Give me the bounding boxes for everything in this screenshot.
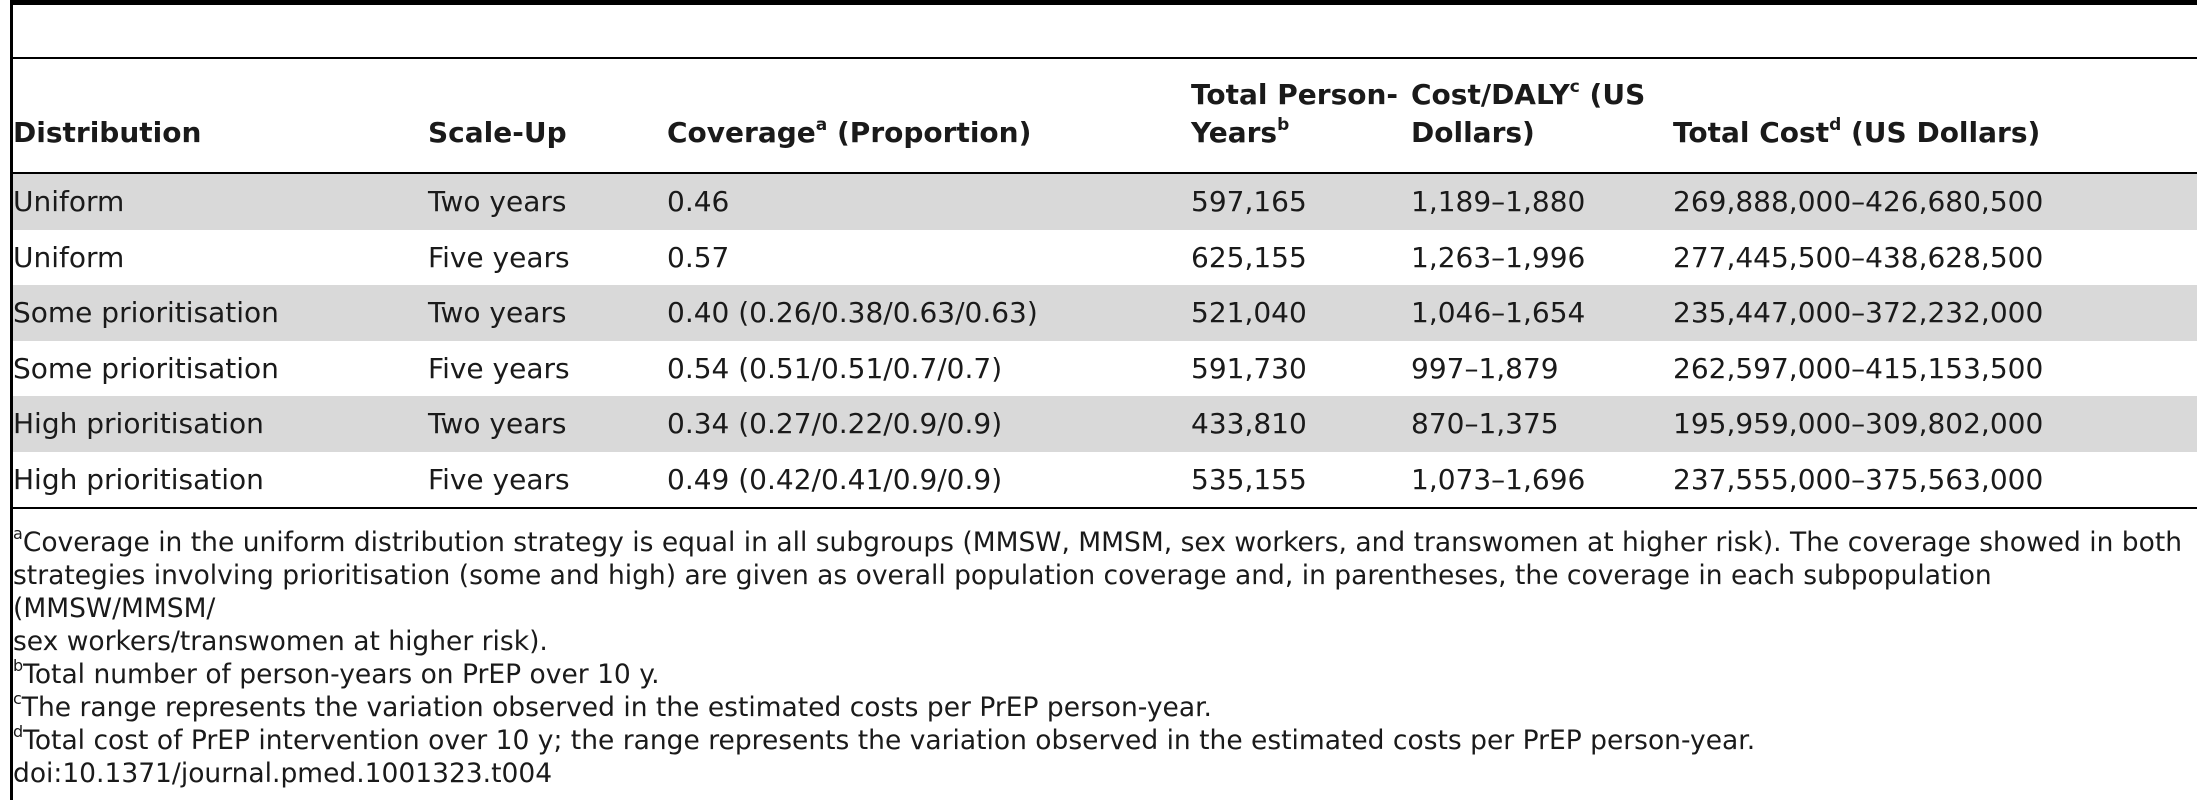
table-row: Uniform Two years 0.46 597,165 1,189–1,8…: [13, 174, 2197, 230]
cell-total-cost: 237,555,000–375,563,000: [1673, 462, 2044, 496]
cell-cost-daly: 1,046–1,654: [1411, 296, 1586, 329]
header-cost-daly-label: Cost/DALY: [1411, 78, 1570, 111]
cell-scale-up: Two years: [428, 185, 567, 218]
footnote-c-marker: c: [13, 689, 22, 709]
cell-distribution: Some prioritisation: [13, 351, 279, 385]
cell-coverage: 0.34 (0.27/0.22/0.9/0.9): [667, 407, 1003, 440]
table-header-row: Distribution Scale-Up Coveragea (Proport…: [13, 59, 2197, 174]
header-person-years-footnote-marker: b: [1277, 114, 1290, 135]
cell-person-years: 591,730: [1191, 351, 1307, 385]
footnote-c: cThe range represents the variation obse…: [13, 691, 2197, 724]
header-person-years-line1: Total Person-: [1191, 78, 1399, 111]
table-row: High prioritisation Two years 0.34 (0.27…: [13, 396, 2197, 452]
cell-cost-daly: 1,073–1,696: [1411, 462, 1586, 496]
cell-total-cost: 277,445,500–438,628,500: [1673, 240, 2044, 274]
cell-cost-daly: 1,263–1,996: [1411, 240, 1586, 274]
cell-person-years: 521,040: [1191, 296, 1307, 329]
cell-scale-up: Two years: [428, 296, 567, 329]
table-bottom-rule: [13, 507, 2197, 509]
header-cost-daly: Cost/DALYc (US Dollars): [1411, 76, 1645, 152]
header-cost-daly-unit-part1: (US: [1579, 78, 1646, 111]
footnote-a: aCoverage in the uniform distribution st…: [13, 526, 2197, 559]
header-distribution: Distribution: [13, 116, 202, 149]
cell-distribution: High prioritisation: [13, 407, 264, 440]
cell-person-years: 625,155: [1191, 240, 1307, 274]
footnote-d-text: Total cost of PrEP intervention over 10 …: [23, 725, 1756, 756]
cell-distribution: Uniform: [13, 240, 125, 274]
cell-cost-daly: 1,189–1,880: [1411, 185, 1586, 218]
cell-distribution: Uniform: [13, 185, 125, 218]
header-total-cost-label: Total Cost: [1673, 116, 1830, 149]
cell-coverage: 0.54 (0.51/0.51/0.7/0.7): [667, 351, 1003, 385]
doi-link[interactable]: doi:10.1371/journal.pmed.1001323.t004: [13, 758, 553, 789]
footnote-a-marker: a: [13, 524, 23, 544]
footnote-d-marker: d: [13, 722, 24, 742]
cell-scale-up: Five years: [428, 240, 570, 274]
cell-total-cost: 235,447,000–372,232,000: [1673, 296, 2044, 329]
table-left-border: [10, 0, 13, 800]
cell-scale-up: Two years: [428, 407, 567, 440]
footnote-b-marker: b: [13, 656, 24, 676]
header-coverage-unit: (Proportion): [827, 116, 1032, 149]
cell-coverage: 0.49 (0.42/0.41/0.9/0.9): [667, 462, 1003, 496]
cell-scale-up: Five years: [428, 462, 570, 496]
table-row: Some prioritisation Five years 0.54 (0.5…: [13, 341, 2197, 397]
footnote-b: bTotal number of person-years on PrEP ov…: [13, 658, 2197, 691]
header-scale-up: Scale-Up: [428, 116, 567, 149]
cell-total-cost: 262,597,000–415,153,500: [1673, 351, 2044, 385]
table-top-rule: [10, 0, 2197, 5]
cell-coverage: 0.46: [667, 185, 730, 218]
table-row: High prioritisation Five years 0.49 (0.4…: [13, 452, 2197, 508]
footnote-d: dTotal cost of PrEP intervention over 10…: [13, 724, 2197, 757]
footnote-a-continued: strategies involving prioritisation (som…: [13, 560, 1992, 624]
cell-cost-daly: 870–1,375: [1411, 407, 1559, 440]
cell-total-cost: 195,959,000–309,802,000: [1673, 407, 2044, 440]
header-coverage: Coveragea (Proportion): [667, 114, 1031, 152]
cell-coverage: 0.40 (0.26/0.38/0.63/0.63): [667, 296, 1038, 329]
header-total-cost: Total Costd (US Dollars): [1673, 114, 2040, 152]
cell-scale-up: Five years: [428, 351, 570, 385]
cell-cost-daly: 997–1,879: [1411, 351, 1559, 385]
header-coverage-footnote-marker: a: [815, 114, 828, 135]
footnote-c-text: The range represents the variation obser…: [21, 692, 1212, 723]
header-person-years: Total Person- Yearsb: [1191, 76, 1398, 152]
footnote-b-text: Total number of person-years on PrEP ove…: [23, 659, 660, 690]
table-body: Uniform Two years 0.46 597,165 1,189–1,8…: [13, 174, 2197, 507]
header-total-cost-unit: (US Dollars): [1841, 116, 2041, 149]
header-coverage-label: Coverage: [667, 116, 816, 149]
header-person-years-line2: Years: [1191, 116, 1278, 149]
footnote-a-line1: Coverage in the uniform distribution str…: [22, 527, 2183, 558]
table-row: Some prioritisation Two years 0.40 (0.26…: [13, 285, 2197, 341]
footnote-a-continued: sex workers/transwomen at higher risk).: [13, 626, 548, 657]
table-footnotes: aCoverage in the uniform distribution st…: [13, 526, 2197, 790]
table-row: Uniform Five years 0.57 625,155 1,263–1,…: [13, 230, 2197, 286]
cell-person-years: 535,155: [1191, 462, 1307, 496]
cell-total-cost: 269,888,000–426,680,500: [1673, 185, 2044, 218]
header-total-cost-footnote-marker: d: [1829, 114, 1842, 135]
header-cost-daly-footnote-marker: c: [1569, 76, 1580, 97]
cell-person-years: 433,810: [1191, 407, 1307, 440]
cell-person-years: 597,165: [1191, 185, 1307, 218]
cell-distribution: High prioritisation: [13, 462, 264, 496]
header-cost-daly-unit-part2: Dollars): [1411, 116, 1535, 149]
cell-coverage: 0.57: [667, 240, 730, 274]
cell-distribution: Some prioritisation: [13, 296, 279, 329]
table-header-rule: [10, 57, 2197, 59]
